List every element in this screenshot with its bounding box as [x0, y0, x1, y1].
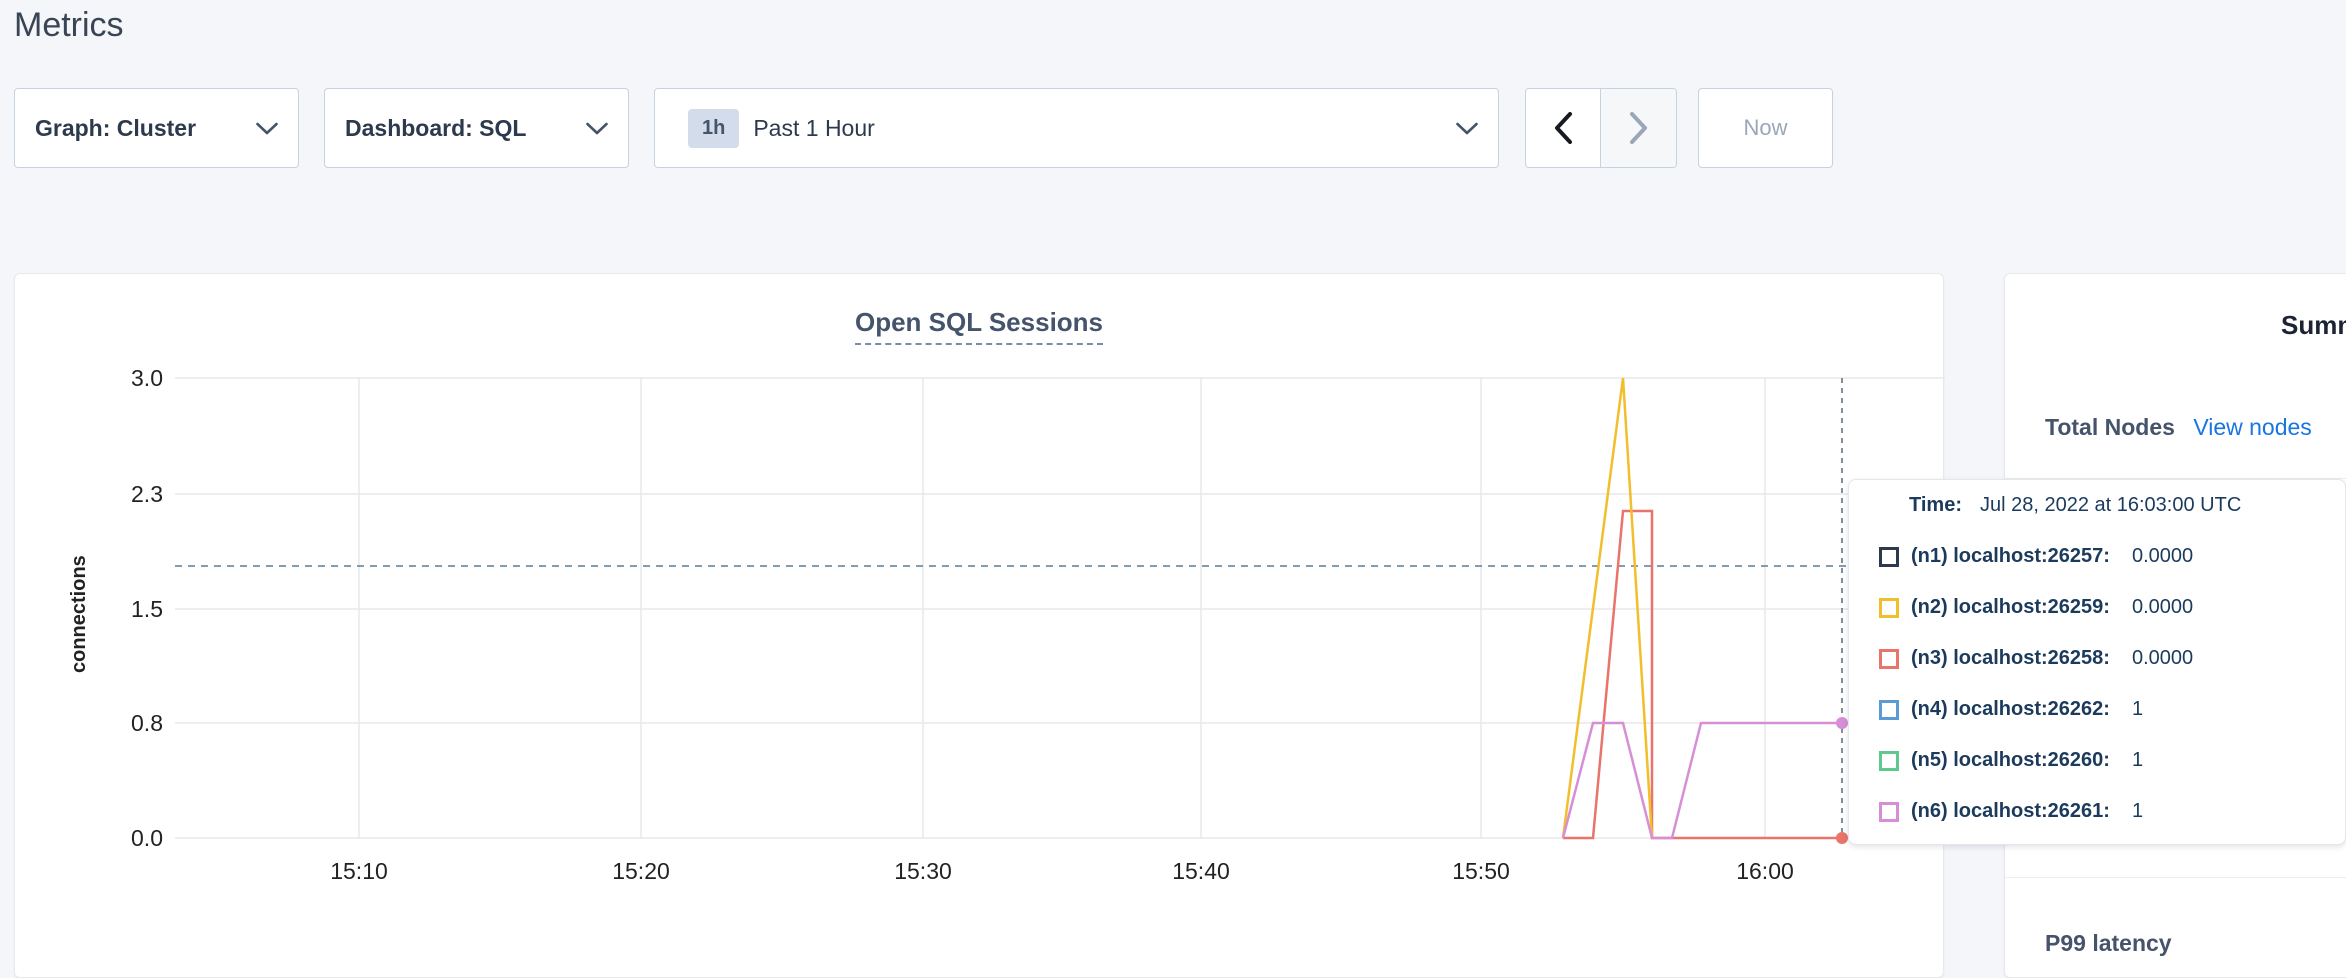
- svg-text:16:00: 16:00: [1736, 858, 1794, 884]
- svg-text:15:30: 15:30: [894, 858, 952, 884]
- svg-text:15:40: 15:40: [1172, 858, 1230, 884]
- svg-text:15:50: 15:50: [1452, 858, 1510, 884]
- svg-text:1.5: 1.5: [131, 596, 163, 622]
- svg-text:0.8: 0.8: [131, 710, 163, 736]
- svg-text:0.0: 0.0: [131, 825, 163, 851]
- svg-text:2.3: 2.3: [131, 481, 163, 507]
- svg-text:15:10: 15:10: [330, 858, 388, 884]
- svg-text:3.0: 3.0: [131, 365, 163, 391]
- svg-text:15:20: 15:20: [612, 858, 670, 884]
